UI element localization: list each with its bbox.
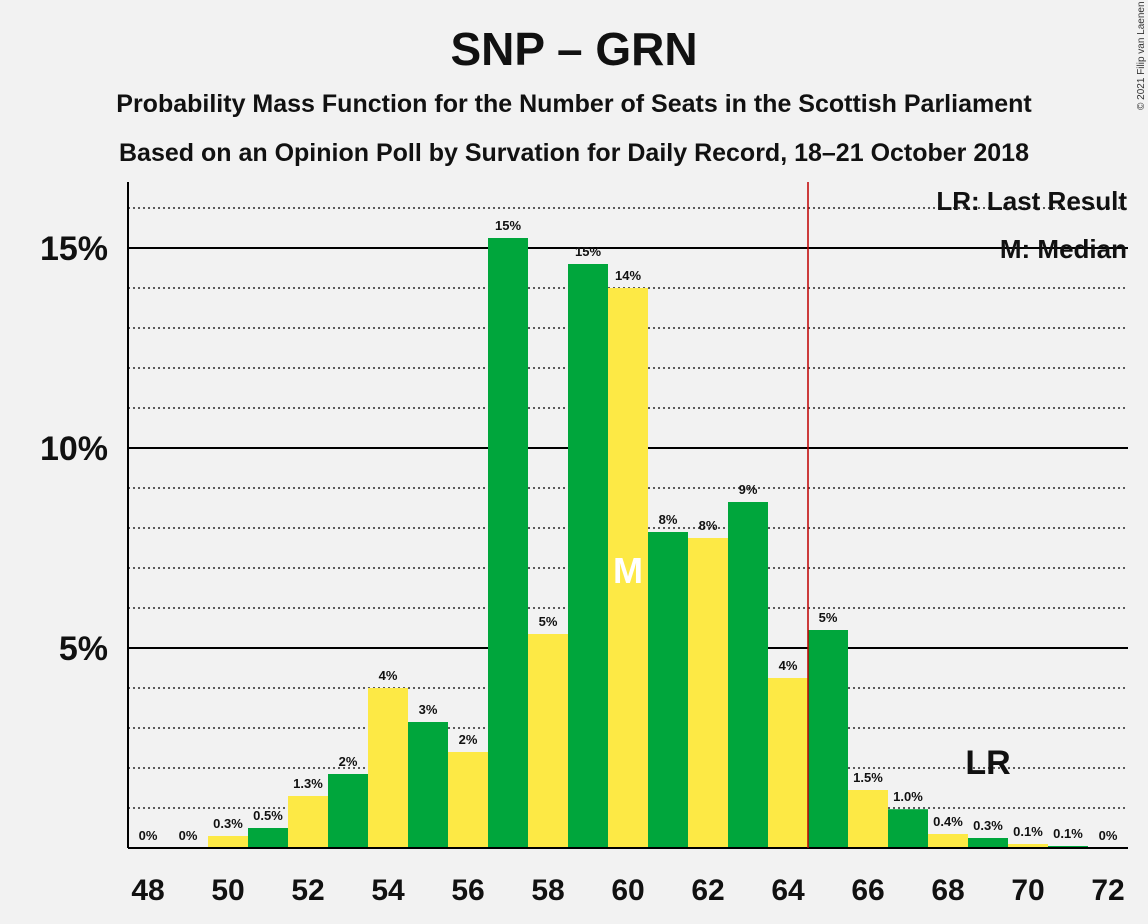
x-tick-label: 52 (291, 874, 324, 907)
data-label-seat-72: 0% (1099, 828, 1118, 843)
data-label-seat-53: 2% (339, 754, 358, 769)
bar-seat-62 (688, 538, 728, 848)
legend-layer: M LR LR: Last Result M: Median (613, 186, 1127, 782)
bar-seat-65 (808, 630, 848, 848)
legend-entry: LR: Last Result (936, 186, 1127, 216)
data-label-seat-55: 3% (419, 702, 438, 717)
data-label-seat-50: 0.3% (213, 816, 243, 831)
x-tick-label: 56 (451, 874, 484, 907)
data-label-seat-69: 0.3% (973, 818, 1003, 833)
data-label-seat-56: 2% (459, 732, 478, 747)
median-marker: M (613, 550, 643, 591)
data-label-seat-57: 15% (495, 218, 521, 233)
x-tick-label: 54 (371, 874, 405, 907)
bar-seat-68 (928, 834, 968, 848)
data-label-seat-65: 5% (819, 610, 838, 625)
chart-subtitle-2: Based on an Opinion Poll by Survation fo… (119, 139, 1029, 167)
x-tick-label: 48 (131, 874, 164, 907)
legend-entry: M: Median (1000, 234, 1127, 264)
x-tick-label: 58 (531, 874, 564, 907)
axis-layer: 5% 10% 15% 48 50 52 54 56 58 60 62 64 66 68 70 72 (40, 182, 1128, 907)
data-label-seat-71: 0.1% (1053, 826, 1083, 841)
bar-seat-69 (968, 838, 1008, 848)
bar-seat-67 (888, 809, 928, 848)
data-label-seat-70: 0.1% (1013, 824, 1043, 839)
data-label-seat-68: 0.4% (933, 814, 963, 829)
bar-seat-63 (728, 502, 768, 848)
bar-seat-61 (648, 532, 688, 848)
data-label-seat-61: 8% (659, 512, 678, 527)
y-tick-label: 15% (40, 230, 108, 268)
data-label-seat-49: 0% (179, 828, 198, 843)
x-tick-label: 60 (611, 874, 644, 907)
bar-seat-54 (368, 688, 408, 848)
last-result-marker: LR (965, 744, 1010, 782)
chart-subtitle-1: Probability Mass Function for the Number… (116, 90, 1032, 118)
y-tick-label: 10% (40, 430, 108, 468)
bar-seat-58 (528, 634, 568, 848)
x-tick-label: 66 (851, 874, 884, 907)
x-tick-label: 50 (211, 874, 244, 907)
bar-seat-56 (448, 752, 488, 848)
data-label-seat-59: 15% (575, 244, 601, 259)
data-label-seat-52: 1.3% (293, 776, 323, 791)
data-label-layer: 0% 0% 0.3% 0.5% 1.3% 2% 4% 3% 2% 15% 5% 15% 14% 8% 8% 9… (139, 218, 1118, 843)
y-tick-label: 5% (59, 630, 108, 668)
chart-title: SNP – GRN (450, 23, 698, 75)
bar-seat-70 (1008, 844, 1048, 848)
bar-seat-52 (288, 796, 328, 848)
data-label-seat-54: 4% (379, 668, 398, 683)
data-label-seat-62: 8% (699, 518, 718, 533)
data-label-seat-51: 0.5% (253, 808, 283, 823)
x-tick-label: 68 (931, 874, 964, 907)
x-tick-label: 72 (1091, 874, 1124, 907)
bar-seat-59 (568, 264, 608, 848)
bar-layer (208, 238, 1088, 848)
x-tick-label: 64 (771, 874, 805, 907)
data-label-seat-66: 1.5% (853, 770, 883, 785)
data-label-seat-67: 1.0% (893, 789, 923, 804)
bar-seat-60 (608, 288, 648, 848)
x-tick-label: 70 (1011, 874, 1044, 907)
data-label-seat-63: 9% (739, 482, 758, 497)
x-tick-label: 62 (691, 874, 724, 907)
data-label-seat-60: 14% (615, 268, 641, 283)
bar-seat-64 (768, 678, 808, 848)
bar-seat-57 (488, 238, 528, 848)
bar-seat-53 (328, 774, 368, 848)
bar-seat-55 (408, 722, 448, 848)
data-label-seat-48: 0% (139, 828, 158, 843)
bar-seat-51 (248, 828, 288, 848)
data-label-seat-64: 4% (779, 658, 798, 673)
bar-seat-50 (208, 836, 248, 848)
data-label-seat-58: 5% (539, 614, 558, 629)
bar-seat-66 (848, 790, 888, 848)
